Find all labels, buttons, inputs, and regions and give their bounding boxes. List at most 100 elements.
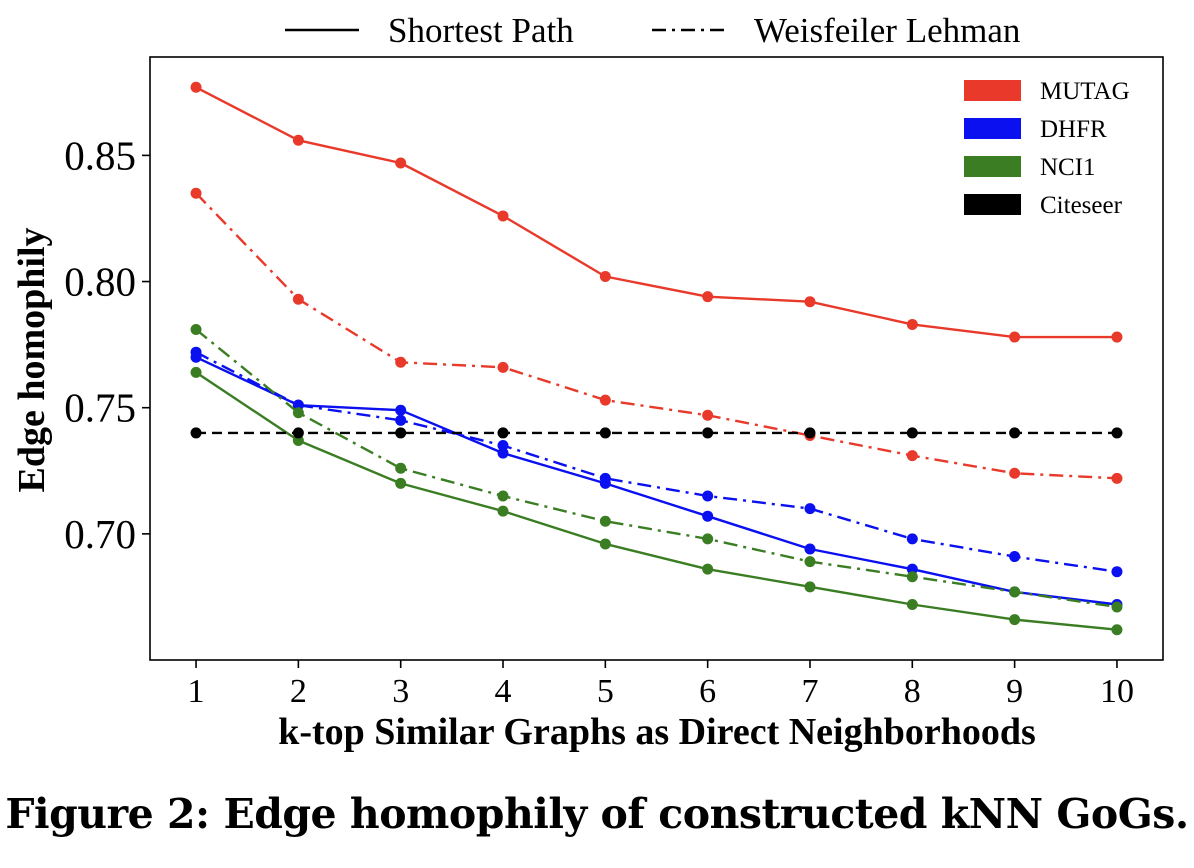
data-point: [599, 538, 611, 550]
data-point: [599, 271, 611, 283]
dataset-legend-swatch: [964, 118, 1021, 139]
data-point: [190, 81, 202, 93]
data-point: [804, 296, 816, 308]
data-point: [497, 427, 509, 439]
data-point: [702, 490, 714, 502]
series-line: [195, 351, 1118, 573]
series-nci1-solid: [190, 366, 1123, 636]
y-tick-label: 0.80: [64, 259, 136, 305]
data-point: [292, 434, 304, 446]
data-point: [1111, 601, 1123, 613]
x-tick-label: 6: [699, 673, 716, 710]
dataset-legend-swatch: [964, 80, 1021, 101]
series-layer: [190, 81, 1123, 636]
data-point: [906, 571, 918, 583]
data-point: [395, 427, 407, 439]
data-point: [497, 505, 509, 517]
data-point: [702, 427, 714, 439]
dataset-legend-swatch: [964, 194, 1021, 215]
data-point: [1009, 331, 1021, 343]
data-point: [497, 210, 509, 222]
dataset-legend-label: DHFR: [1040, 116, 1107, 143]
x-tick-label: 10: [1100, 673, 1134, 710]
series-dhfr-dashdot: [190, 346, 1123, 578]
data-point: [190, 366, 202, 378]
y-tick-label: 0.85: [64, 132, 136, 178]
data-point: [1111, 472, 1123, 484]
x-tick-label: 7: [801, 673, 818, 710]
data-point: [395, 477, 407, 489]
data-point: [292, 427, 304, 439]
data-point: [1009, 586, 1021, 598]
y-axis: 0.70 0.75 0.80 0.85: [64, 132, 150, 557]
series-citeseer-dashed: [190, 427, 1123, 439]
figure-caption: Figure 2: Edge homophily of constructed …: [5, 790, 1189, 838]
data-point: [599, 427, 611, 439]
data-point: [292, 399, 304, 411]
x-tick-label: 8: [904, 673, 921, 710]
data-point: [702, 563, 714, 575]
series-mutag-solid: [190, 81, 1123, 343]
series-line: [195, 328, 1118, 609]
data-point: [395, 157, 407, 169]
data-point: [190, 346, 202, 358]
data-point: [906, 598, 918, 610]
data-point: [1009, 614, 1021, 626]
data-point: [906, 533, 918, 545]
data-point: [702, 409, 714, 421]
plot-frame: [149, 56, 1164, 661]
data-point: [497, 361, 509, 373]
data-point: [804, 543, 816, 555]
data-point: [190, 323, 202, 335]
series-line: [195, 86, 1117, 339]
y-axis-label: Edge homophily: [11, 227, 53, 492]
data-point: [599, 394, 611, 406]
line-legend-label: Weisfeiler Lehman: [754, 11, 1020, 50]
data-point: [292, 407, 304, 419]
data-point: [292, 293, 304, 305]
data-point: [1111, 624, 1123, 636]
dataset-legend: MUTAG DHFR NCI1 Citeseer: [964, 78, 1130, 219]
data-point: [497, 447, 509, 459]
series-line: [195, 371, 1118, 631]
x-axis: 1 2 3 4 5 6 7 8 9 10: [188, 660, 1134, 710]
data-point: [906, 318, 918, 330]
x-tick-label: 3: [392, 673, 409, 710]
x-axis-label: k-top Similar Graphs as Direct Neighborh…: [278, 711, 1036, 753]
data-point: [1111, 566, 1123, 578]
line-legend-label: Shortest Path: [388, 11, 574, 50]
dataset-legend-label: NCI1: [1040, 154, 1096, 181]
data-point: [599, 472, 611, 484]
data-point: [1009, 551, 1021, 563]
data-point: [804, 556, 816, 568]
data-point: [1111, 427, 1123, 439]
x-tick-label: 4: [495, 673, 512, 710]
data-point: [1009, 427, 1021, 439]
data-point: [804, 427, 816, 439]
series-nci1-dashdot: [190, 323, 1123, 613]
series-dhfr-solid: [190, 351, 1123, 610]
series-mutag-dashdot: [190, 187, 1123, 484]
y-tick-label: 0.70: [64, 511, 136, 557]
dataset-legend-label: Citeseer: [1040, 192, 1123, 219]
data-point: [702, 533, 714, 545]
data-point: [599, 515, 611, 527]
data-point: [804, 581, 816, 593]
x-tick-label: 9: [1006, 673, 1023, 710]
dataset-legend-label: MUTAG: [1040, 78, 1130, 105]
series-line: [195, 192, 1118, 480]
dataset-legend-swatch: [964, 156, 1021, 177]
data-point: [702, 510, 714, 522]
data-point: [906, 427, 918, 439]
data-point: [395, 404, 407, 416]
series-line: [195, 356, 1118, 606]
y-tick-label: 0.75: [64, 385, 136, 431]
data-point: [497, 490, 509, 502]
data-point: [497, 440, 509, 452]
data-point: [804, 503, 816, 515]
line-style-legend: Shortest Path Weisfeiler Lehman: [285, 11, 1020, 50]
data-point: [906, 563, 918, 575]
data-point: [190, 187, 202, 199]
data-point: [702, 291, 714, 303]
data-point: [190, 427, 202, 439]
